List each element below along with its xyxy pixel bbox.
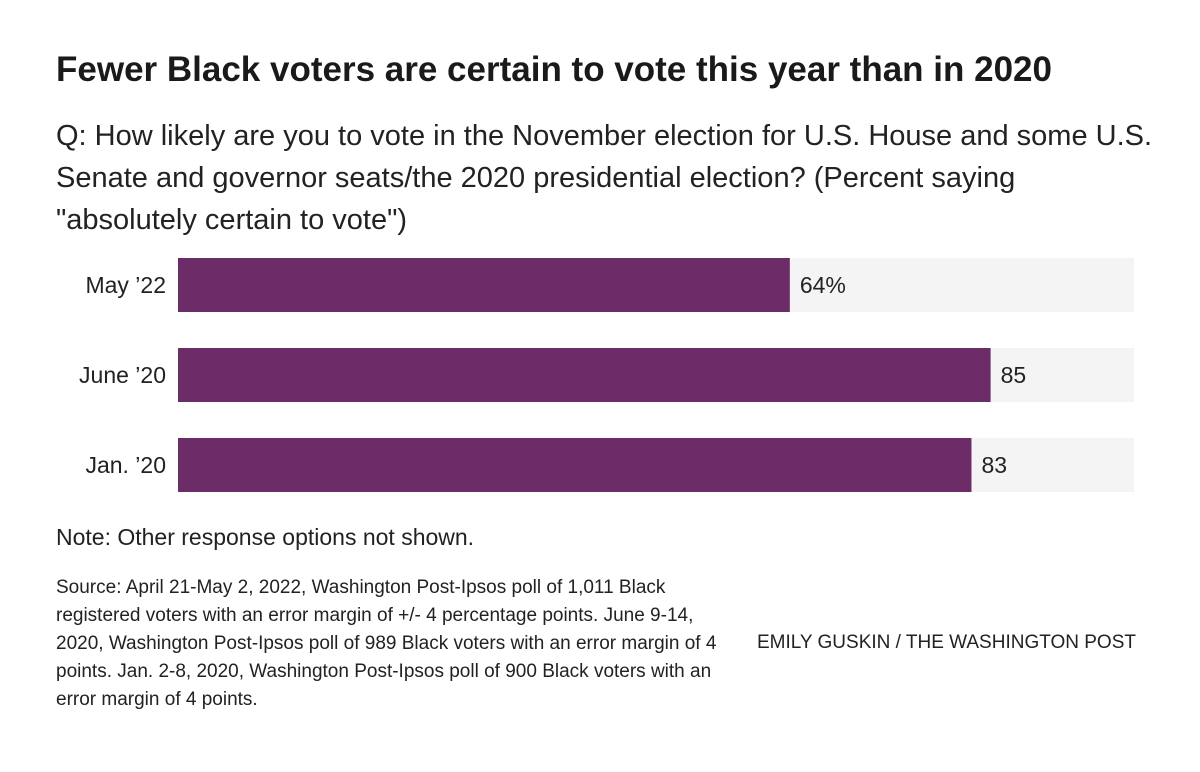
value-label: 85	[1001, 362, 1027, 388]
chart-credit: EMILY GUSKIN / THE WASHINGTON POST	[756, 632, 1136, 653]
chart-source: Source: April 21-May 2, 2022, Washington…	[56, 577, 717, 710]
category-label: Jan. ’20	[85, 452, 166, 478]
value-label: 64%	[800, 272, 846, 298]
chart-title: Fewer Black voters are certain to vote t…	[56, 50, 1052, 89]
value-label: 83	[981, 452, 1007, 478]
category-label: June ’20	[79, 362, 166, 388]
chart-subtitle: Q: How likely are you to vote in the Nov…	[56, 120, 1153, 236]
bar-chart: May ’22 64% June ’20 85 Jan. ’20 83	[79, 258, 1134, 492]
category-label: May ’22	[85, 272, 166, 298]
bar	[178, 258, 790, 312]
bar	[178, 348, 991, 402]
chart-note: Note: Other response options not shown.	[56, 524, 475, 550]
bar	[178, 438, 972, 492]
